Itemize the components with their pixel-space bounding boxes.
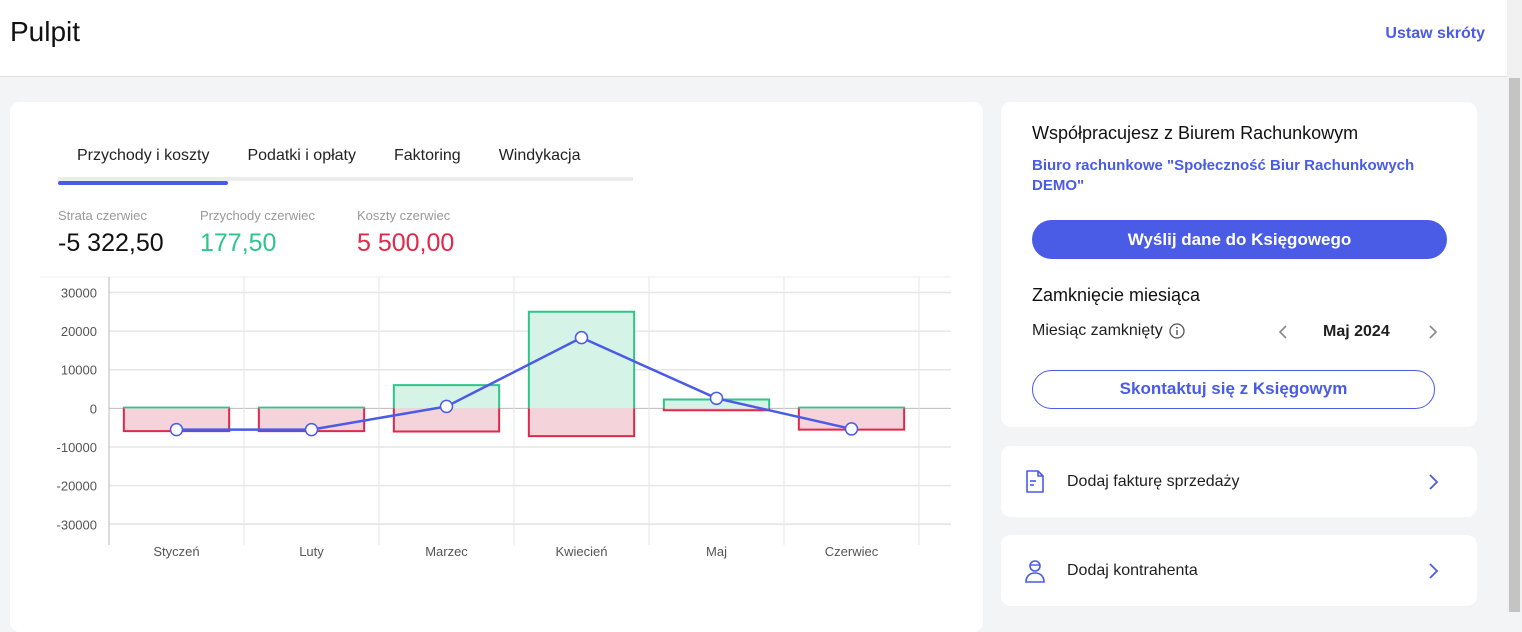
tab-bar: Przychody i koszty Podatki i opłaty Fakt…: [58, 140, 633, 185]
cost-bar: [393, 408, 500, 432]
x-tick-label: Czerwiec: [825, 544, 879, 559]
stat-label: Koszty czerwiec: [357, 208, 451, 223]
result-point: [574, 330, 589, 345]
page-title: Pulpit: [10, 16, 81, 47]
result-point: [709, 391, 724, 406]
stat-value: 5 500,00: [357, 229, 455, 257]
x-tick-label: Marzec: [425, 544, 468, 559]
cost-bar: [123, 408, 230, 432]
next-month-icon[interactable]: [1427, 324, 1439, 340]
contact-accountant-button[interactable]: Skontaktuj się z Księgowym: [1032, 370, 1435, 409]
result-point: [169, 422, 184, 437]
stat-costs: Koszty czerwiec 5 500,00: [357, 208, 454, 258]
result-point: [844, 422, 859, 436]
cost-bar: [528, 408, 635, 437]
scrollbar[interactable]: [1507, 0, 1522, 612]
revenue-bar-outline: [392, 384, 501, 409]
revenue-bar: [528, 311, 635, 409]
tab-collection[interactable]: Windykacja: [498, 147, 581, 164]
send-data-button[interactable]: Wyślij dane do Księgowego: [1032, 220, 1447, 259]
cost-bar-outline: [392, 408, 501, 433]
chevron-right-icon: [1429, 562, 1439, 579]
action-label: Dodaj kontrahenta: [1067, 561, 1198, 579]
revenue-bar-outline: [797, 406, 906, 409]
scrollbar-thumb[interactable]: [1509, 78, 1520, 612]
month-closing-heading: Zamknięcie miesiąca: [1032, 285, 1201, 305]
y-tick-label: -10000: [57, 440, 97, 455]
x-tick-label: Maj: [706, 544, 727, 559]
set-shortcuts-link[interactable]: Ustaw skróty: [1385, 25, 1485, 42]
header: Pulpit Ustaw skróty: [0, 0, 1507, 77]
stat-label: Strata czerwiec: [58, 208, 147, 223]
prev-month-icon[interactable]: [1277, 324, 1289, 340]
tab-factoring[interactable]: Faktoring: [394, 147, 461, 164]
y-tick-label: 20000: [61, 324, 97, 339]
chart-card: [10, 102, 983, 632]
cost-bar: [798, 408, 905, 430]
revenue-costs-chart: 30000 20000 10000 0 -10000 -20000 -30000 Stycze…: [40, 276, 951, 559]
add-contractor-action[interactable]: Dodaj kontrahenta: [1001, 535, 1477, 606]
month-closed-label: Miesiąc zamknięty: [1032, 322, 1163, 339]
selected-month: Maj 2024: [1323, 323, 1390, 340]
result-point: [439, 399, 454, 414]
revenue-bar-outline: [122, 406, 231, 409]
tab-revenue-costs[interactable]: Przychody i koszty: [58, 140, 229, 185]
x-tick-label: Styczeń: [153, 544, 199, 559]
tab-taxes[interactable]: Podatki i opłaty: [247, 147, 356, 164]
user-icon: [1025, 559, 1045, 583]
result-point: [304, 422, 319, 437]
document-icon: [1026, 469, 1044, 493]
stat-label: Przychody czerwiec: [200, 208, 315, 223]
add-invoice-action[interactable]: Dodaj fakturę sprzedaży: [1001, 446, 1477, 517]
month-closed-row: Miesiąc zamknięty: [1032, 322, 1185, 340]
y-tick-label: -30000: [57, 517, 97, 532]
chevron-right-icon: [1429, 473, 1439, 490]
result-line: [176, 336, 852, 431]
stat-revenue: Przychody czerwiec 177,50: [200, 208, 315, 258]
x-tick-label: Kwiecień: [555, 544, 607, 559]
x-tick-label: Luty: [299, 544, 324, 559]
y-tick-label: -20000: [57, 479, 97, 494]
stat-value: -5 322,50: [58, 229, 164, 257]
stat-loss: Strata czerwiec -5 322,50: [58, 208, 164, 258]
accounting-card: [1001, 102, 1477, 427]
revenue-bar: [393, 385, 500, 409]
y-tick-label: 0: [90, 401, 97, 416]
y-tick-label: 30000: [61, 285, 97, 300]
accounting-office-link[interactable]: Biuro rachunkowe "Społeczność Biur Rachu…: [1032, 157, 1415, 194]
revenue-bar-outline: [257, 406, 366, 409]
accounting-heading: Współpracujesz z Biurem Rachunkowym: [1032, 123, 1359, 143]
cost-bar-outline: [527, 408, 636, 438]
action-label: Dodaj fakturę sprzedaży: [1067, 472, 1240, 490]
stat-value: 177,50: [200, 229, 277, 257]
info-icon[interactable]: [1169, 323, 1185, 339]
y-tick-label: 10000: [61, 363, 97, 378]
